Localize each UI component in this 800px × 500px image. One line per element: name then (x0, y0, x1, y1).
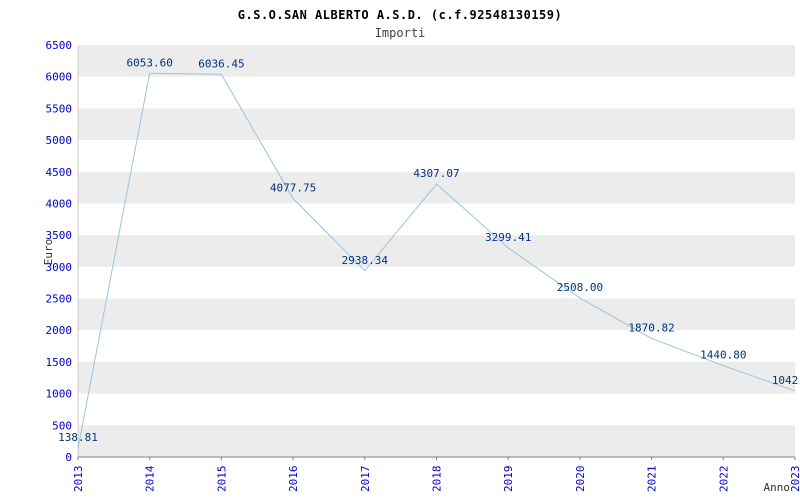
point-label: 1440.80 (700, 349, 746, 362)
chart-subtitle: Importi (374, 26, 426, 40)
grid-band (78, 108, 795, 141)
grid-band (78, 76, 795, 109)
grid-band (78, 330, 795, 362)
grid-band (78, 140, 795, 172)
y-tick-label: 3500 (46, 229, 73, 242)
grid-band (78, 203, 795, 236)
y-tick-label: 2000 (46, 324, 73, 337)
series-line (77, 72, 796, 449)
x-axis-title: Anno (764, 481, 791, 494)
point-label: 1870.82 (628, 321, 674, 334)
point-label: 138.81 (58, 431, 98, 444)
grid-band (78, 425, 795, 457)
y-tick-label: 1500 (46, 356, 73, 369)
chart-title: G.S.O.SAN ALBERTO A.S.D. (c.f.9254813015… (237, 8, 563, 22)
grid-band (78, 171, 795, 204)
x-tick-label: 2023 (789, 466, 800, 493)
point-label: 6053.60 (127, 56, 173, 69)
point-label: 3299.41 (485, 231, 531, 244)
x-tick-label: 2017 (359, 466, 372, 493)
y-tick-label: 2500 (46, 293, 73, 306)
point-label: 2938.34 (342, 254, 389, 267)
y-tick-label: 1000 (46, 388, 73, 401)
x-tick-label: 2016 (287, 466, 300, 493)
grid-band (78, 298, 795, 331)
y-axis-title: Euro (42, 239, 55, 266)
x-tick-label: 2022 (717, 466, 730, 493)
point-label: 4077.75 (270, 182, 316, 195)
y-tick-label: 3000 (46, 261, 73, 274)
point-label: 1042.60 (772, 374, 800, 387)
x-tick-label: 2021 (646, 466, 659, 493)
y-tick-label: 500 (52, 419, 72, 432)
x-tick-label: 2018 (431, 466, 444, 493)
point-label: 4307.07 (413, 167, 459, 180)
y-tick-label: 4000 (46, 197, 73, 210)
y-tick-label: 6000 (46, 71, 73, 84)
y-tick-label: 5500 (46, 102, 73, 115)
x-tick-label: 2013 (72, 466, 85, 493)
grid-band (78, 361, 795, 394)
x-tick-label: 2015 (215, 466, 228, 493)
y-tick-label: 6500 (46, 39, 73, 52)
grid-band (78, 266, 795, 299)
y-tick-label: 4500 (46, 166, 73, 179)
x-tick-label: 2020 (574, 466, 587, 493)
y-tick-label: 0 (65, 451, 72, 464)
point-label: 6036.45 (198, 57, 244, 70)
x-tick-label: 2014 (144, 465, 157, 492)
grid-band (78, 45, 795, 77)
grid-band (78, 393, 795, 426)
x-tick-label: 2019 (502, 466, 515, 493)
grid-band (78, 235, 795, 267)
y-tick-label: 5000 (46, 134, 73, 147)
point-label: 2508.00 (557, 281, 603, 294)
